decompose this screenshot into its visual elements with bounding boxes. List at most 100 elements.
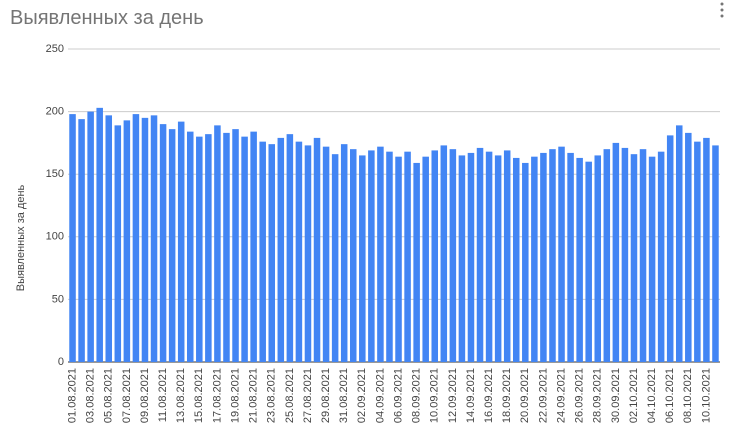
bar	[105, 115, 113, 362]
x-tick-label: 31.08.2021	[338, 368, 350, 423]
bar	[359, 155, 366, 362]
x-tick-label: 07.08.2021	[121, 368, 133, 423]
bar	[694, 141, 701, 362]
bar	[205, 134, 212, 362]
x-tick-label: 25.08.2021	[284, 368, 296, 423]
bar	[87, 111, 94, 362]
bar	[159, 124, 167, 363]
bar	[150, 115, 158, 362]
bar	[368, 150, 375, 362]
bar	[422, 156, 429, 362]
bar	[567, 152, 574, 362]
x-tick-label: 08.10.2021	[682, 368, 694, 423]
x-tick-label: 06.09.2021	[392, 368, 404, 423]
x-tick-label: 14.09.2021	[465, 368, 477, 423]
bar	[395, 156, 402, 362]
bar	[340, 144, 348, 362]
bar	[639, 149, 647, 362]
bar	[259, 141, 266, 362]
bar	[675, 125, 683, 362]
y-tick-label: 200	[46, 106, 64, 118]
x-tick-label: 17.08.2021	[211, 368, 223, 423]
y-tick-label: 0	[58, 356, 64, 368]
x-tick-label: 23.08.2021	[266, 368, 278, 423]
bar	[485, 151, 493, 362]
x-tick-label: 10.10.2021	[700, 368, 712, 423]
bar	[241, 136, 248, 362]
x-tick-label: 06.10.2021	[664, 368, 676, 423]
bar	[666, 135, 674, 362]
x-tick-label: 16.09.2021	[483, 368, 495, 423]
bar	[712, 145, 719, 362]
chart-title: Выявленных за день	[10, 7, 204, 29]
bar	[413, 162, 420, 362]
x-tick-label: 21.08.2021	[248, 368, 260, 423]
bar	[168, 129, 176, 362]
bar	[440, 145, 448, 362]
x-tick-label: 12.09.2021	[447, 368, 459, 423]
x-tick-label: 15.08.2021	[193, 368, 205, 423]
bar	[512, 157, 520, 362]
bar	[603, 149, 611, 362]
bar	[304, 145, 312, 362]
x-tick-label: 02.09.2021	[356, 368, 368, 423]
bar	[612, 142, 620, 362]
x-tick-label: 28.09.2021	[592, 368, 604, 423]
bar	[196, 136, 203, 362]
bar	[123, 120, 131, 362]
y-axis-label: Выявленных за день	[15, 184, 27, 291]
bar	[277, 137, 285, 362]
bar	[431, 150, 439, 362]
bar	[476, 147, 484, 362]
bar	[549, 149, 556, 362]
y-tick-label: 100	[46, 231, 64, 243]
y-tick-label: 250	[46, 43, 64, 55]
bar	[458, 155, 466, 362]
x-tick-label: 05.08.2021	[103, 368, 115, 423]
bar	[404, 151, 411, 362]
menu-icon[interactable]	[720, 2, 724, 18]
y-tick-label: 150	[46, 168, 64, 180]
x-tick-label: 09.08.2021	[139, 368, 151, 423]
bar	[114, 125, 122, 362]
x-tick-label: 19.08.2021	[229, 368, 241, 423]
x-tick-label: 18.09.2021	[501, 368, 513, 423]
x-tick-label: 13.08.2021	[175, 368, 187, 423]
bar	[503, 150, 511, 362]
bar	[657, 151, 665, 362]
bar	[630, 154, 638, 362]
bar	[585, 161, 592, 362]
bar	[540, 152, 547, 362]
bar	[531, 156, 538, 362]
x-tick-label: 22.09.2021	[537, 368, 549, 423]
x-tick-label: 30.09.2021	[610, 368, 622, 423]
bar	[322, 146, 330, 362]
bar	[96, 107, 103, 363]
bar	[78, 119, 85, 362]
x-tick-label: 04.09.2021	[374, 368, 386, 423]
x-tick-label: 27.08.2021	[302, 368, 314, 423]
bar	[522, 162, 529, 362]
bar	[313, 137, 321, 362]
bar	[186, 131, 194, 362]
bar	[621, 147, 629, 362]
x-tick-label: 20.09.2021	[519, 368, 531, 423]
x-tick-label: 02.10.2021	[628, 368, 640, 423]
bar	[69, 114, 76, 362]
bar	[558, 146, 565, 362]
bar	[132, 114, 140, 362]
bar	[286, 134, 294, 362]
x-tick-label: 11.08.2021	[157, 368, 169, 422]
x-tick-label: 24.09.2021	[555, 368, 567, 423]
x-tick-label: 26.09.2021	[574, 368, 586, 423]
bar	[449, 149, 457, 362]
bar	[494, 155, 502, 362]
bar	[594, 155, 602, 362]
bar	[467, 152, 475, 362]
bar	[703, 137, 710, 362]
bar	[250, 131, 257, 362]
x-tick-label: 29.08.2021	[320, 368, 332, 423]
bar	[377, 146, 384, 362]
bar	[177, 121, 185, 362]
bar	[386, 151, 393, 362]
